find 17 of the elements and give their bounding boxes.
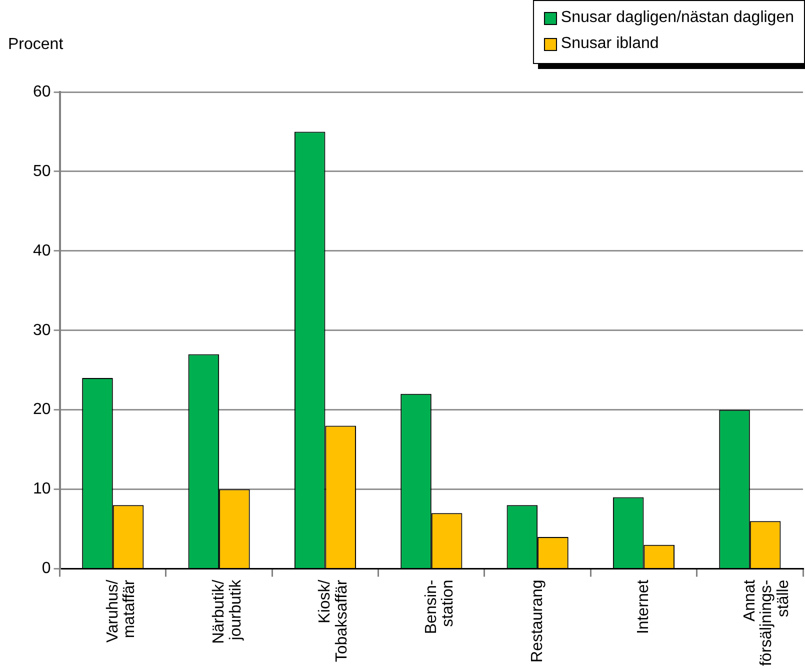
y-tick-label: 0 <box>42 560 51 578</box>
legend-label: Snusar ibland <box>560 35 659 53</box>
y-tick-label: 60 <box>33 83 51 100</box>
y-tick-label: 50 <box>33 162 51 180</box>
x-tick-label: Varuhus/ mataffär <box>104 579 138 643</box>
x-tick-label: Annat försäljnings- ställe <box>741 579 792 666</box>
y-tick-label: 40 <box>33 242 51 260</box>
x-tick-label: Internet <box>635 579 652 634</box>
legend-label: Snusar dagligen/nästan dagligen <box>560 9 794 27</box>
x-tick-label: Kiosk/ Tobaksaffär <box>316 579 350 662</box>
x-tick-label: Närbutik/ jourbutik <box>210 578 244 644</box>
x-tick-label: Bensin- station <box>422 580 457 634</box>
y-tick-label: 30 <box>33 322 51 339</box>
x-tick-label: Restaurang <box>528 580 546 662</box>
y-tick-label: 20 <box>33 401 51 418</box>
y-axis-title: Procent <box>8 36 64 54</box>
y-tick-label: 10 <box>33 480 51 498</box>
